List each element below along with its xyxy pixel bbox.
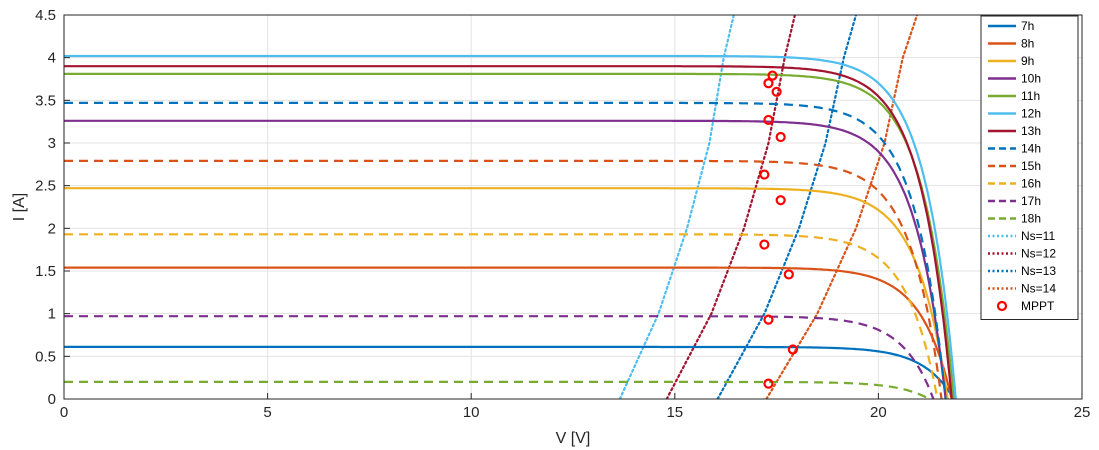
mppt-marker xyxy=(767,70,778,81)
legend-label: 15h xyxy=(1021,159,1041,173)
y-tick-label: 2.5 xyxy=(35,178,56,195)
legend-label: 8h xyxy=(1021,37,1034,51)
plot-series xyxy=(64,15,957,399)
iv-curve-8h xyxy=(64,266,953,399)
iv-curve-9h xyxy=(64,187,949,399)
load-line-ns13 xyxy=(716,15,858,399)
load-line-ns11 xyxy=(618,15,735,399)
iv-curve-16h xyxy=(64,233,939,399)
iv-curve-13h xyxy=(64,65,953,399)
y-tick-label: 4.5 xyxy=(35,7,56,24)
y-tick-label: 1 xyxy=(48,306,56,323)
x-tick-label: 5 xyxy=(263,404,271,421)
legend-label: Ns=12 xyxy=(1021,247,1056,261)
legend-label: MPPT xyxy=(1021,299,1055,313)
load-line-ns12 xyxy=(665,15,796,399)
legend: 7h 8h 9h 10h 11h 12h 13h 14h 15h 16h 17h 18h Ns=11 Ns… xyxy=(980,15,1079,320)
legend-label: Ns=14 xyxy=(1021,282,1056,296)
mppt-marker xyxy=(775,131,786,143)
mppt-marker xyxy=(759,239,770,250)
legend-label: Ns=13 xyxy=(1021,264,1056,278)
iv-curve-12h xyxy=(64,54,957,399)
legend-label: 17h xyxy=(1021,194,1041,208)
y-tick-label: 3.5 xyxy=(35,92,56,109)
y-tick-label: 3 xyxy=(48,135,56,152)
iv-curve-14h xyxy=(64,101,947,399)
legend-label: 12h xyxy=(1021,107,1041,121)
mppt-marker xyxy=(763,78,774,89)
x-tick-label: 0 xyxy=(60,404,68,421)
x-tick-label: 10 xyxy=(463,404,480,421)
legend-label: 13h xyxy=(1021,124,1041,138)
x-tick-label: 20 xyxy=(870,404,887,421)
y-tick-label: 4 xyxy=(48,50,56,67)
y-axis-label: I [A] xyxy=(11,193,28,221)
axis-ticks: 0 5 10 15 20 25 0 0.5 1 1.5 2 2.5 3 3.5 4 4.5 xyxy=(35,7,1090,421)
x-tick-label: 25 xyxy=(1074,404,1091,421)
iv-curve-10h xyxy=(64,119,947,399)
legend-label: Ns=11 xyxy=(1021,229,1055,243)
iv-curve-17h xyxy=(64,315,935,399)
load-line-ns14 xyxy=(765,15,919,399)
mppt-marker xyxy=(759,169,770,180)
y-tick-label: 2 xyxy=(48,220,56,237)
legend-label: 9h xyxy=(1021,54,1034,68)
grid xyxy=(64,15,1082,399)
legend-label: 11h xyxy=(1021,89,1040,103)
mppt-marker xyxy=(771,86,782,97)
plot-area-border xyxy=(63,14,1083,400)
legend-label: 7h xyxy=(1021,19,1034,33)
mppt-marker xyxy=(775,195,786,206)
x-axis-label: V [V] xyxy=(556,430,591,447)
mppt-marker xyxy=(763,114,774,126)
legend-box xyxy=(980,15,1079,320)
mppt-marker xyxy=(787,344,798,355)
iv-curve-18h xyxy=(64,380,930,399)
legend-label: 14h xyxy=(1021,142,1041,156)
y-tick-label: 0.5 xyxy=(35,348,56,365)
y-tick-label: 1.5 xyxy=(35,263,56,280)
y-tick-label: 0 xyxy=(48,391,56,408)
mppt-marker xyxy=(783,269,794,280)
legend-swatch-mppt xyxy=(996,300,1008,312)
iv-curve-7h xyxy=(64,345,955,399)
mppt-marker xyxy=(763,314,774,325)
legend-label: 10h xyxy=(1021,72,1041,86)
mppt-marker xyxy=(763,378,774,389)
legend-label: 18h xyxy=(1021,212,1041,226)
x-tick-label: 15 xyxy=(666,404,683,421)
iv-curve-15h xyxy=(64,159,943,399)
legend-label: 16h xyxy=(1021,177,1041,191)
iv-curve-11h xyxy=(64,72,955,399)
